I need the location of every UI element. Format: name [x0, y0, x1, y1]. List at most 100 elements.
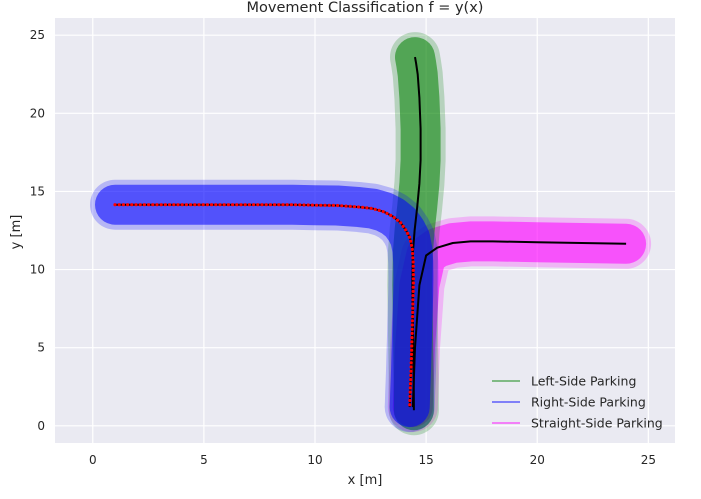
- path-point: [409, 365, 413, 369]
- path-point: [410, 327, 414, 331]
- path-point: [409, 361, 413, 365]
- path-point: [406, 231, 410, 235]
- path-point: [239, 203, 243, 207]
- straight-side-parking-path: [411, 240, 627, 408]
- path-point: [365, 206, 369, 210]
- path-point: [411, 260, 415, 264]
- x-tick-label: 25: [641, 453, 656, 467]
- path-point: [411, 289, 415, 293]
- path-point: [411, 277, 415, 281]
- path-point: [319, 203, 323, 207]
- path-point: [142, 203, 146, 207]
- path-point: [117, 203, 121, 207]
- path-point: [315, 203, 319, 207]
- path-point: [411, 256, 415, 260]
- path-point: [126, 203, 130, 207]
- path-point: [294, 203, 298, 207]
- path-point: [401, 224, 405, 228]
- path-point: [168, 203, 172, 207]
- path-point: [408, 390, 412, 394]
- path-point: [281, 203, 285, 207]
- path-point: [201, 203, 205, 207]
- path-point: [409, 378, 413, 382]
- path-point: [408, 382, 413, 386]
- path-point: [151, 203, 155, 207]
- path-point: [410, 323, 414, 327]
- path-point: [411, 268, 415, 272]
- path-point: [373, 207, 377, 211]
- path-point: [389, 213, 393, 217]
- path-point: [247, 203, 251, 207]
- path-point: [410, 319, 414, 323]
- y-tick-label: 15: [30, 184, 45, 198]
- path-point: [277, 203, 281, 207]
- path-point: [243, 203, 247, 207]
- path-point: [395, 218, 400, 222]
- path-point: [256, 203, 260, 207]
- path-point: [189, 203, 193, 207]
- path-point: [205, 203, 209, 207]
- path-point: [323, 203, 327, 207]
- path-point: [411, 273, 415, 277]
- path-point: [410, 247, 414, 251]
- path-point: [172, 203, 176, 207]
- path-point: [268, 203, 272, 207]
- x-tick-label: 10: [307, 453, 322, 467]
- path-point: [409, 369, 413, 373]
- path-point: [298, 203, 302, 207]
- path-point: [409, 357, 413, 361]
- path-point: [210, 203, 214, 207]
- path-point: [273, 203, 277, 207]
- legend-label: Straight-Side Parking: [531, 416, 663, 431]
- path-point: [336, 203, 340, 208]
- path-point: [285, 203, 289, 207]
- path-point: [231, 203, 235, 207]
- chart-title: Movement Classification f = y(x): [247, 0, 484, 16]
- path-point: [356, 205, 361, 209]
- y-tick-label: 0: [37, 419, 45, 433]
- path-point: [147, 203, 151, 207]
- path-point: [392, 216, 396, 220]
- path-point: [289, 203, 293, 207]
- path-point: [176, 203, 180, 207]
- path-point: [410, 331, 414, 335]
- path-point: [218, 203, 222, 207]
- x-tick-label: 15: [418, 453, 433, 467]
- y-tick-label: 25: [30, 28, 45, 42]
- path-point: [214, 203, 218, 207]
- path-point: [411, 315, 415, 319]
- legend-label: Left-Side Parking: [531, 374, 636, 389]
- path-point: [352, 205, 356, 209]
- path-point: [159, 203, 163, 207]
- y-tick-label: 10: [30, 263, 45, 277]
- path-point: [408, 398, 412, 403]
- path-point: [344, 204, 348, 208]
- path-point: [411, 264, 415, 268]
- path-point: [331, 203, 335, 207]
- path-point: [407, 235, 412, 239]
- path-point: [130, 203, 134, 207]
- path-points: [113, 203, 415, 407]
- x-tick-label: 0: [89, 453, 97, 467]
- path-point: [113, 203, 117, 207]
- path-point: [408, 403, 412, 407]
- path-point: [327, 203, 331, 207]
- y-tick-label: 5: [37, 341, 45, 355]
- path-point: [377, 208, 381, 212]
- path-point: [411, 306, 415, 310]
- path-point: [411, 285, 415, 289]
- path-point: [302, 203, 306, 207]
- path-point: [385, 211, 389, 215]
- x-tick-label: 20: [530, 453, 545, 467]
- path-point: [404, 228, 408, 232]
- path-point: [235, 203, 239, 207]
- legend: Left-Side Parking Right-Side Parking Strai…: [492, 374, 663, 431]
- path-point: [411, 294, 415, 298]
- x-tick-labels: 0 5 10 15 20 25: [89, 453, 656, 467]
- y-tick-labels: 0 5 10 15 20 25: [30, 28, 45, 433]
- path-point: [180, 203, 184, 207]
- path-point: [193, 203, 197, 207]
- path-point: [310, 203, 314, 207]
- path-point: [410, 340, 414, 344]
- path-point: [411, 298, 415, 302]
